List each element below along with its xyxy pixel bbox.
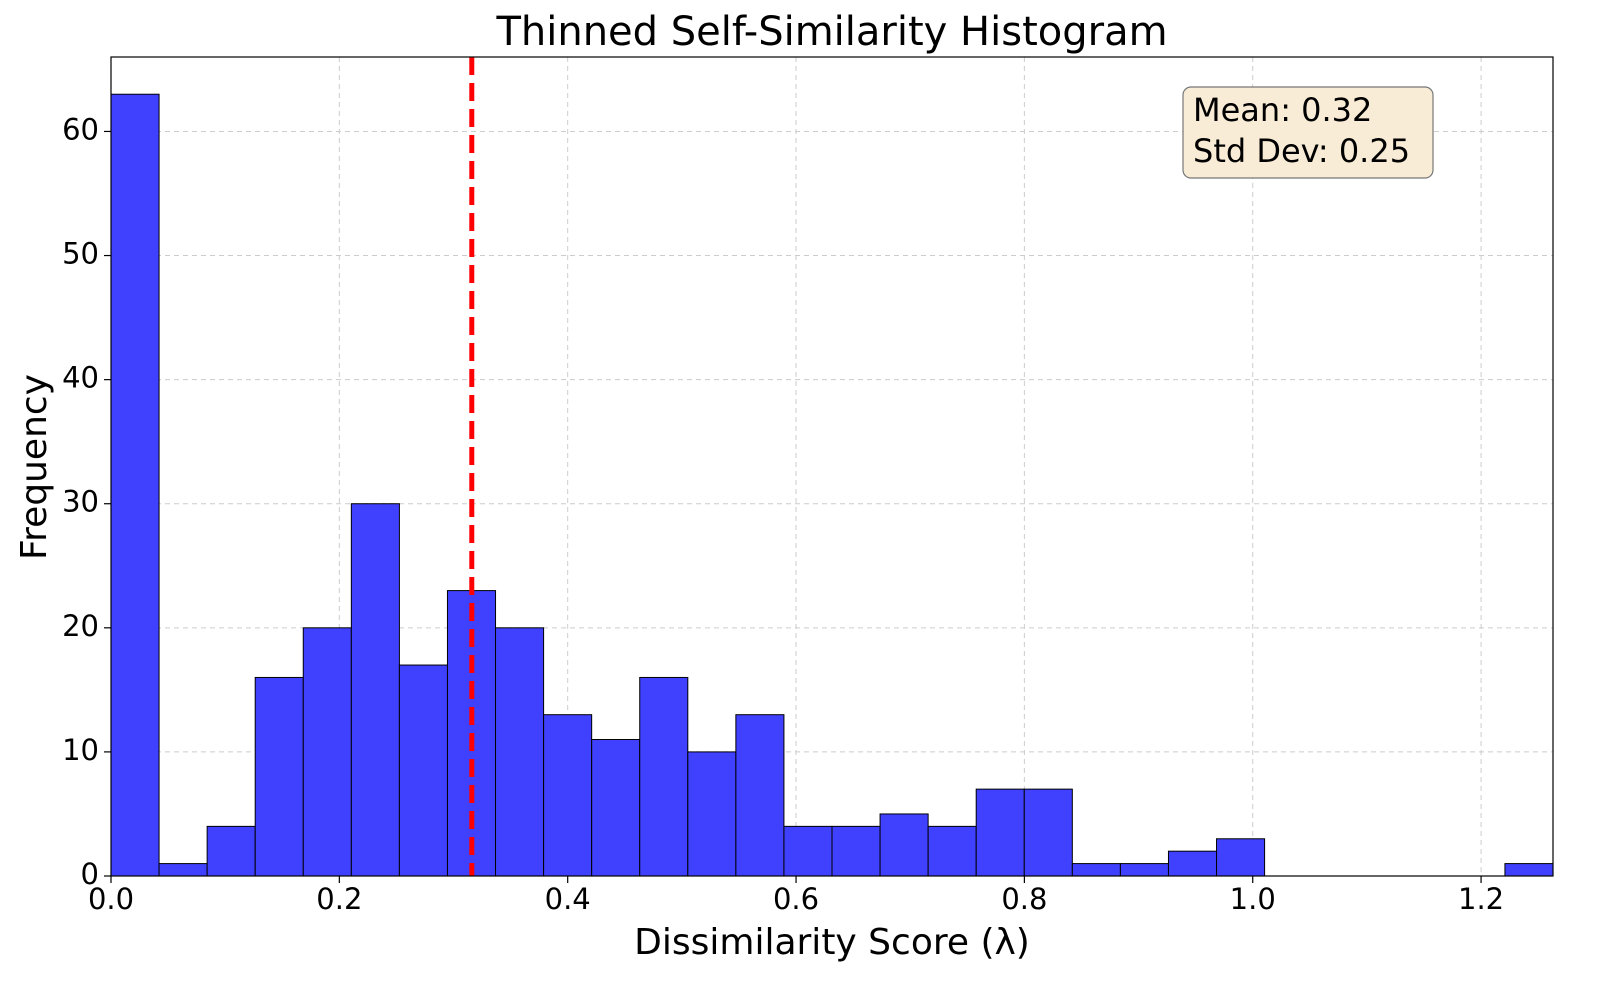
bar [831,825,881,877]
y-tick-label: 40 [62,361,99,395]
y-tick-label: 0 [81,857,99,891]
plot-frame [110,56,1554,877]
bar [1504,863,1554,877]
bar [879,813,929,877]
bar [1023,788,1073,877]
annotation-text: Std Dev: 0.25 [1193,132,1410,170]
bar [495,627,545,877]
bar [735,714,785,877]
y-axis-label: Frequency [14,374,55,560]
chart-title: Thinned Self-Similarity Histogram [495,9,1167,55]
bar [398,664,448,877]
bar [591,739,641,877]
x-axis-label: Dissimilarity Score (λ) [634,922,1030,963]
bar [543,714,593,877]
y-tick-label: 10 [62,733,99,767]
bar [783,825,833,877]
x-tick-label: 0.0 [88,882,134,916]
bar [254,676,304,877]
x-tick-label: 1.2 [1458,882,1504,916]
bar [158,863,208,877]
bar [1167,850,1218,877]
bar [1119,863,1169,877]
bar [1216,838,1266,877]
bar [110,93,160,877]
bar [350,503,400,877]
annotation-box [1182,86,1434,179]
y-tick-label: 30 [62,485,99,519]
bar [639,676,689,877]
x-tick-label: 0.2 [316,882,362,916]
bar [975,788,1025,877]
bar [1071,863,1121,877]
x-tick-label: 0.6 [773,882,819,916]
bar [206,825,256,877]
y-tick-label: 20 [62,609,99,643]
y-tick-label: 50 [62,237,99,271]
x-tick-label: 0.8 [1001,882,1047,916]
annotation-text: Mean: 0.32 [1193,91,1372,129]
x-tick-label: 0.4 [545,882,591,916]
y-tick-label: 60 [62,112,99,146]
x-tick-label: 1.0 [1230,882,1276,916]
bar [687,751,737,877]
bar [927,825,977,877]
bar [302,627,352,877]
